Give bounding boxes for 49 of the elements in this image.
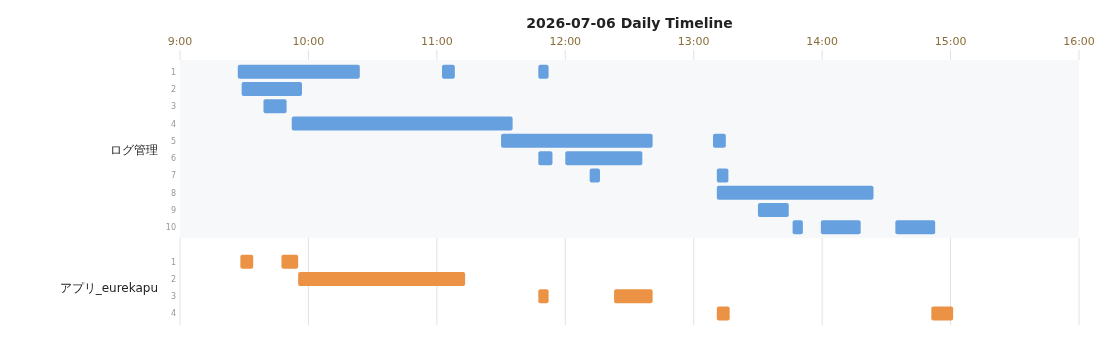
bar [241, 81, 303, 96]
y-tick-label: 7 [170, 171, 176, 181]
y-tick-label: 8 [170, 188, 176, 198]
y-tick-label: 5 [170, 136, 176, 146]
bar [716, 306, 730, 321]
x-tick-label: 12:00 [549, 35, 582, 48]
y-tick-label: 1 [170, 257, 176, 267]
x-tick-label: 10:00 [292, 35, 325, 48]
bar [291, 116, 513, 131]
bar [716, 168, 729, 183]
y-tick-label: 9 [170, 206, 176, 216]
bar [931, 306, 954, 321]
bar [895, 220, 936, 235]
bar [281, 254, 299, 269]
y-tick-label: 2 [170, 274, 176, 284]
x-tick-label: 9:00 [167, 35, 193, 48]
bar [820, 220, 861, 235]
bar [240, 254, 254, 269]
y-axis-title: ログ管理 [110, 142, 158, 157]
bar [792, 220, 803, 235]
x-tick-label: 15:00 [934, 35, 967, 48]
bar [441, 64, 455, 79]
bar [263, 99, 287, 114]
bar [757, 203, 789, 218]
bar [716, 185, 874, 200]
y-tick-label: 10 [165, 223, 176, 233]
bar [589, 168, 600, 183]
bar [237, 64, 360, 79]
y-tick-label: 3 [170, 102, 176, 112]
bar [298, 271, 466, 286]
y-tick-label: 6 [170, 154, 176, 164]
chart-title: 2026-07-06 Daily Timeline [526, 15, 733, 31]
y-axis-title: アプリ_eurekapu [59, 280, 158, 295]
y-tick-label: 4 [170, 119, 176, 129]
bar [501, 133, 653, 148]
x-tick-label: 11:00 [421, 35, 453, 48]
y-tick-label: 3 [170, 292, 176, 302]
bar [538, 289, 549, 304]
bar [538, 64, 549, 79]
bar [712, 133, 726, 148]
y-tick-label: 4 [170, 309, 176, 319]
x-tick-label: 13:00 [677, 35, 710, 48]
y-tick-label: 1 [170, 67, 176, 77]
bar [565, 151, 643, 166]
bar [538, 151, 553, 166]
x-tick-label: 16:00 [1063, 35, 1095, 48]
y-tick-label: 2 [170, 84, 176, 94]
x-tick-label: 14:00 [806, 35, 838, 48]
bar [614, 289, 653, 304]
